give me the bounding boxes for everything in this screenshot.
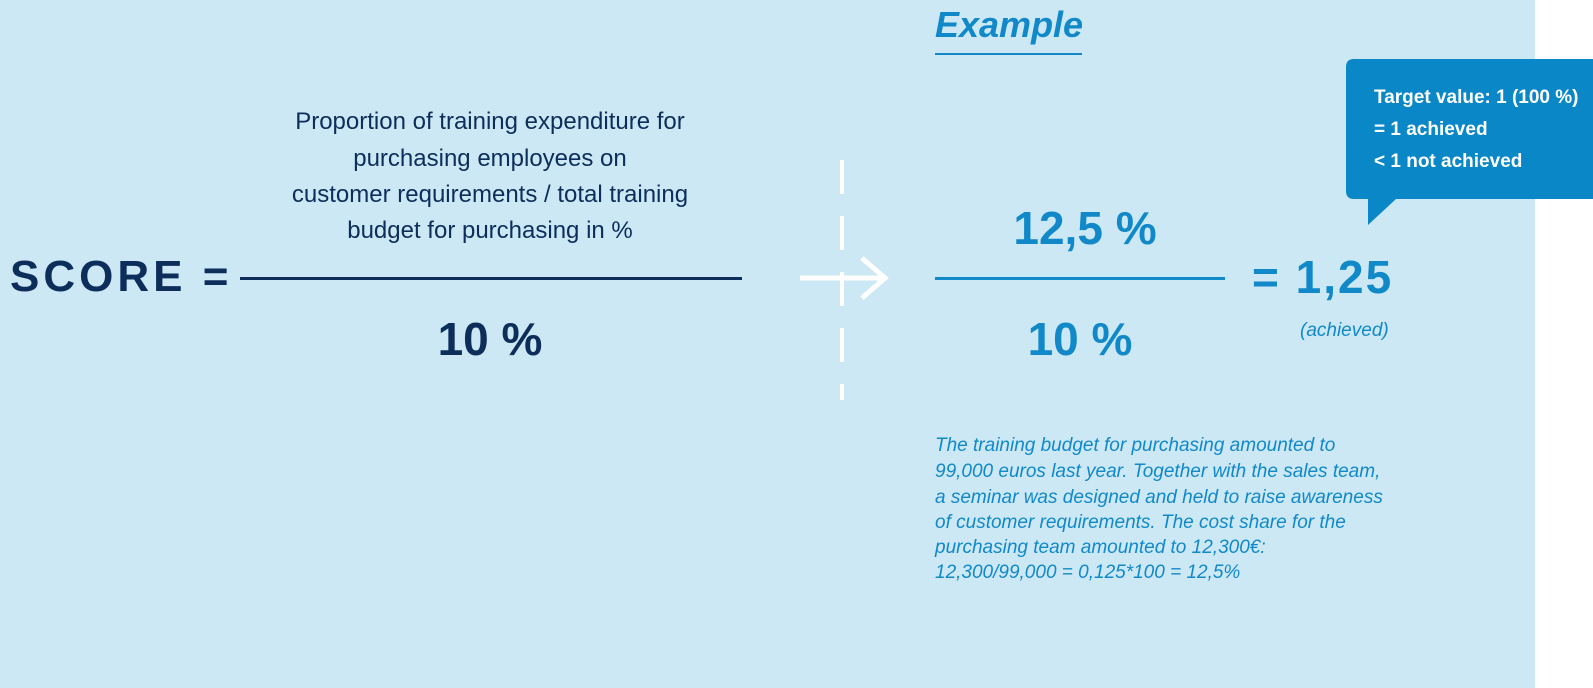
numerator-line: customer requirements / total training [291,181,689,208]
background [0,0,1535,688]
numerator-line: purchasing employees on [353,145,627,172]
explanation-line: a seminar was designed and held to raise… [935,487,1383,508]
numerator-line: Proportion of training expenditure for [295,108,685,135]
fraction-line [240,277,742,280]
callout-line: = 1 achieved [1374,119,1488,140]
callout-line: Target value: 1 (100 %) [1374,87,1579,108]
example-title: Example [935,4,1084,45]
explanation-line: The training budget for purchasing amoun… [935,435,1336,456]
example-denominator: 10 % [1027,313,1133,365]
callout-box [1346,59,1593,225]
explanation-line: purchasing team amounted to 12,300€: [935,537,1266,558]
explanation-line: 12,300/99,000 = 0,125*100 = 12,5% [935,562,1241,583]
example-fraction-line [935,277,1225,280]
title-underline [935,53,1082,55]
callout-shape [1346,59,1593,225]
example-numerator: 12,5 % [1013,202,1157,254]
arrow-head [860,256,889,300]
explanation-line: of customer requirements. The cost share… [935,512,1346,533]
explanation-line: 99,000 euros last year. Together with th… [935,461,1381,482]
separator [800,160,889,400]
denominator: 10 % [437,313,543,365]
numerator-line: budget for purchasing in % [347,217,633,244]
callout-line: < 1 not achieved [1374,151,1523,172]
example-status: (achieved) [1300,320,1389,341]
score-label: SCORE = [10,252,233,301]
example-result: = 1,25 [1252,251,1394,303]
